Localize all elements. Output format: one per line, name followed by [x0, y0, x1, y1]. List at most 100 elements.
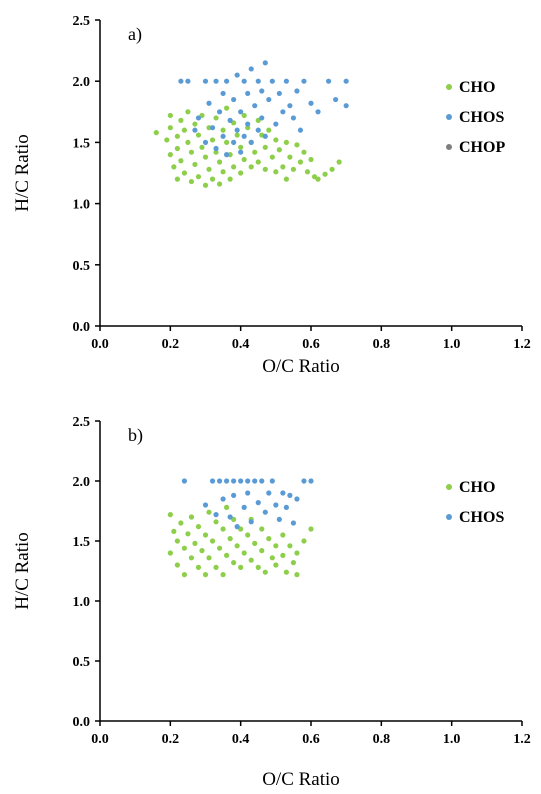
- data-point-chos: [220, 90, 226, 97]
- data-point-cho: [181, 572, 187, 578]
- data-point-chos: [231, 478, 237, 484]
- legend-marker-cho: [446, 484, 452, 490]
- data-point-cho: [248, 557, 254, 563]
- data-point-cho: [336, 159, 342, 165]
- data-point-cho: [287, 543, 293, 549]
- y-tick-label: 2.0: [73, 475, 91, 490]
- data-point-chos: [280, 109, 286, 115]
- x-tick-label: 0.2: [162, 337, 180, 352]
- data-point-cho: [202, 532, 209, 538]
- data-point-cho: [220, 169, 226, 175]
- data-point-chos: [259, 115, 265, 121]
- data-point-cho: [195, 174, 202, 180]
- x-tick-label: 0.6: [302, 732, 320, 747]
- data-point-cho: [171, 528, 177, 535]
- data-point-chos: [262, 133, 268, 139]
- panel-label: a): [128, 24, 142, 45]
- data-point-cho: [273, 169, 279, 175]
- x-tick-label: 0.8: [373, 732, 391, 747]
- y-tick-label: 1.0: [73, 198, 91, 213]
- x-tick-label: 0.8: [373, 337, 391, 352]
- data-point-chos: [231, 96, 237, 103]
- data-point-cho: [164, 137, 170, 143]
- data-point-cho: [206, 166, 212, 172]
- x-tick-label: 0.0: [91, 337, 109, 352]
- data-point-cho: [238, 144, 244, 150]
- data-point-chos: [234, 524, 240, 530]
- data-point-cho: [178, 117, 184, 123]
- data-point-cho: [301, 538, 307, 544]
- data-point-cho: [213, 519, 219, 525]
- data-point-cho: [188, 555, 195, 561]
- data-point-cho: [259, 526, 265, 532]
- data-point-cho: [280, 552, 286, 559]
- x-tick-label: 0.2: [162, 732, 180, 747]
- y-axis-title: H/C Ratio: [12, 532, 33, 610]
- data-point-cho: [181, 170, 187, 176]
- data-point-cho: [199, 144, 205, 150]
- data-point-chos: [287, 492, 293, 498]
- data-point-chos: [213, 511, 219, 518]
- data-point-chos: [269, 78, 275, 84]
- data-point-cho: [195, 564, 202, 571]
- data-point-cho: [209, 137, 216, 143]
- x-tick-label: 0.0: [91, 732, 109, 747]
- data-point-chos: [209, 125, 216, 131]
- data-point-chos: [315, 109, 321, 115]
- y-tick-label: 1.0: [73, 595, 91, 610]
- data-point-cho: [241, 550, 247, 556]
- data-point-cho: [294, 572, 300, 578]
- y-tick-label: 0.5: [73, 655, 91, 670]
- data-point-cho: [209, 538, 216, 544]
- data-point-cho: [283, 176, 289, 182]
- data-point-cho: [202, 154, 209, 160]
- data-point-chos: [266, 96, 272, 103]
- data-point-cho: [209, 176, 216, 182]
- data-point-cho: [245, 125, 251, 131]
- y-tick-label: 2.0: [73, 75, 91, 90]
- data-point-chos: [234, 72, 240, 78]
- data-point-chos: [283, 78, 289, 84]
- y-tick-label: 0.0: [73, 320, 91, 335]
- data-point-chos: [301, 478, 307, 484]
- data-point-cho: [192, 540, 198, 547]
- data-point-chos: [248, 139, 254, 145]
- data-point-cho: [241, 112, 247, 119]
- data-point-cho: [224, 139, 230, 145]
- data-point-cho: [202, 572, 209, 578]
- data-point-cho: [273, 137, 279, 143]
- data-point-chos: [245, 121, 251, 127]
- data-point-chos: [266, 490, 272, 496]
- legend-label-chop: CHOP: [459, 139, 505, 156]
- data-point-chos: [181, 478, 187, 484]
- legend-label-chos: CHOS: [459, 109, 504, 126]
- data-point-cho: [213, 115, 219, 121]
- data-point-chos: [297, 127, 304, 133]
- data-point-cho: [322, 171, 328, 177]
- data-point-cho: [294, 142, 300, 148]
- x-tick-label: 0.6: [302, 337, 320, 352]
- data-point-cho: [181, 127, 187, 133]
- data-point-chos: [248, 66, 254, 72]
- x-tick-label: 1.0: [443, 337, 461, 352]
- data-point-chos: [224, 78, 230, 84]
- data-point-chos: [280, 490, 286, 496]
- data-point-chos: [269, 478, 275, 484]
- data-point-cho: [216, 545, 223, 551]
- y-tick-label: 0.5: [73, 259, 91, 274]
- data-point-cho: [266, 536, 272, 542]
- data-point-cho: [290, 166, 297, 172]
- legend-marker-chos: [446, 514, 452, 520]
- data-point-chos: [209, 478, 216, 484]
- y-tick-label: 0.0: [73, 715, 91, 730]
- data-point-cho: [167, 112, 173, 119]
- data-point-chos: [276, 516, 282, 523]
- data-point-cho: [216, 181, 223, 187]
- data-point-cho: [248, 164, 254, 170]
- data-point-cho: [280, 164, 286, 170]
- data-point-cho: [206, 509, 212, 515]
- data-point-chos: [255, 127, 261, 133]
- data-point-cho: [192, 161, 198, 168]
- data-point-cho: [167, 550, 173, 556]
